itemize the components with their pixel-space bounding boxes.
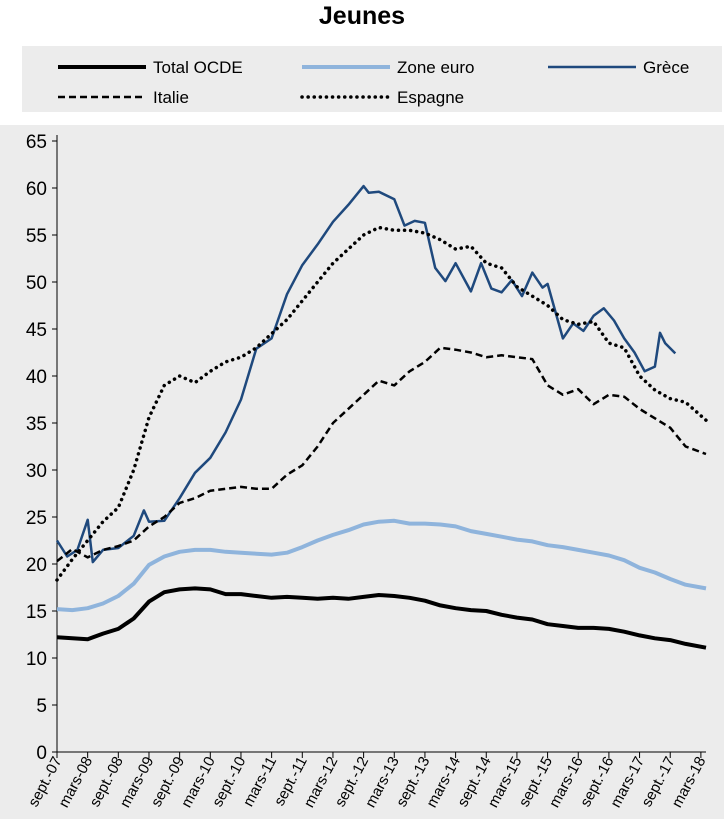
legend-label: Italie [153, 88, 189, 107]
series-line-total-ocde [56, 586, 707, 650]
series-line-italie [56, 346, 707, 563]
legend-label: Total OCDE [153, 58, 243, 77]
y-tick-label: 25 [26, 508, 47, 529]
y-tick-label: 40 [26, 367, 47, 388]
legend-label: Zone euro [397, 58, 475, 77]
series-line-zone-euro [56, 518, 707, 613]
y-tick-label: 15 [26, 602, 47, 623]
y-tick-label: 45 [26, 320, 47, 341]
y-tick-label: 0 [36, 743, 47, 764]
chart-title: Jeunes [318, 2, 406, 30]
y-tick-label: 10 [26, 649, 47, 670]
legend-label: Grèce [643, 58, 689, 77]
y-tick-label: 35 [26, 414, 47, 435]
y-tick-label: 30 [26, 461, 47, 482]
y-tick-label: 60 [26, 179, 47, 200]
y-tick-label: 5 [36, 696, 47, 717]
y-tick-label: 65 [26, 132, 47, 153]
series-line-gr-ce [55, 184, 677, 564]
series-line-espagne [55, 225, 708, 582]
y-tick-label: 20 [26, 555, 47, 576]
series-group [55, 184, 708, 650]
legend-label: Espagne [397, 88, 464, 107]
y-tick-label: 50 [26, 273, 47, 294]
plot-area [0, 125, 724, 819]
y-tick-label: 55 [26, 226, 47, 247]
legend-box [22, 46, 722, 112]
legend: Total OCDE Zone euro Grèce Italie Espagne [58, 58, 689, 107]
